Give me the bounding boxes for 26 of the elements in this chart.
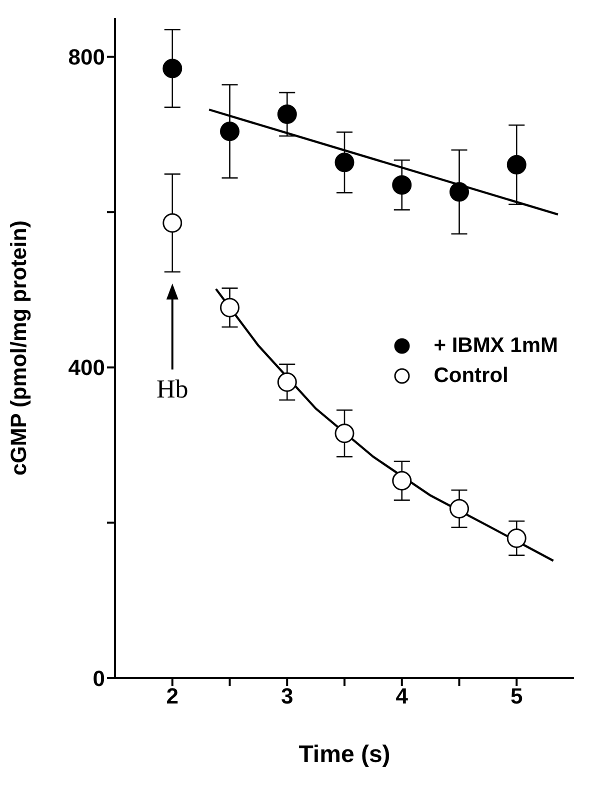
y-axis-title: cGMP (pmol/mg protein) [6,220,31,476]
point [506,155,526,175]
point [334,424,354,444]
y-tick-label: 400 [68,355,105,380]
point [392,175,412,195]
point [162,58,182,78]
point [450,498,469,518]
x-tick-label: 3 [281,684,294,709]
point [450,182,469,202]
point [220,298,240,318]
y-tick-label: 800 [68,44,105,70]
x-axis-title: Time (s) [298,741,390,768]
y-tick-label: 0 [92,666,105,691]
point [334,152,354,172]
x-tick-label: 4 [396,684,409,709]
point [277,104,297,124]
point [220,122,240,142]
point [392,471,412,491]
legend-label: Control [434,364,508,388]
annotation: Hb [156,374,188,404]
point [277,372,297,392]
x-tick-label: 2 [166,684,178,709]
point [506,528,526,548]
legend-label: + IBMX 1mM [434,334,558,358]
x-tick-label: 5 [510,684,523,709]
point [162,213,182,233]
